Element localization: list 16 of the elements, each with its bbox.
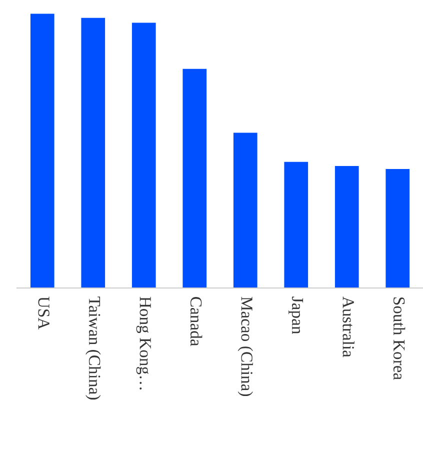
x-tick-label: Macao (China) [238,296,253,396]
bar [30,14,54,288]
bar [132,22,156,288]
bar [334,166,359,288]
bar [233,132,258,288]
x-tick-label: Japan [288,296,304,334]
x-tick-label: Canada [190,297,202,346]
bar [81,18,106,288]
x-tick-label: USA [38,296,50,330]
x-tick-label: Taiwan (China) [86,296,101,400]
x-tick-label: Hong Kong… [136,296,151,390]
bar [386,168,410,288]
x-tick-label: Australia [342,296,354,358]
bar [284,162,308,288]
x-tick-label: South Korea [393,297,406,380]
bar [182,68,207,288]
